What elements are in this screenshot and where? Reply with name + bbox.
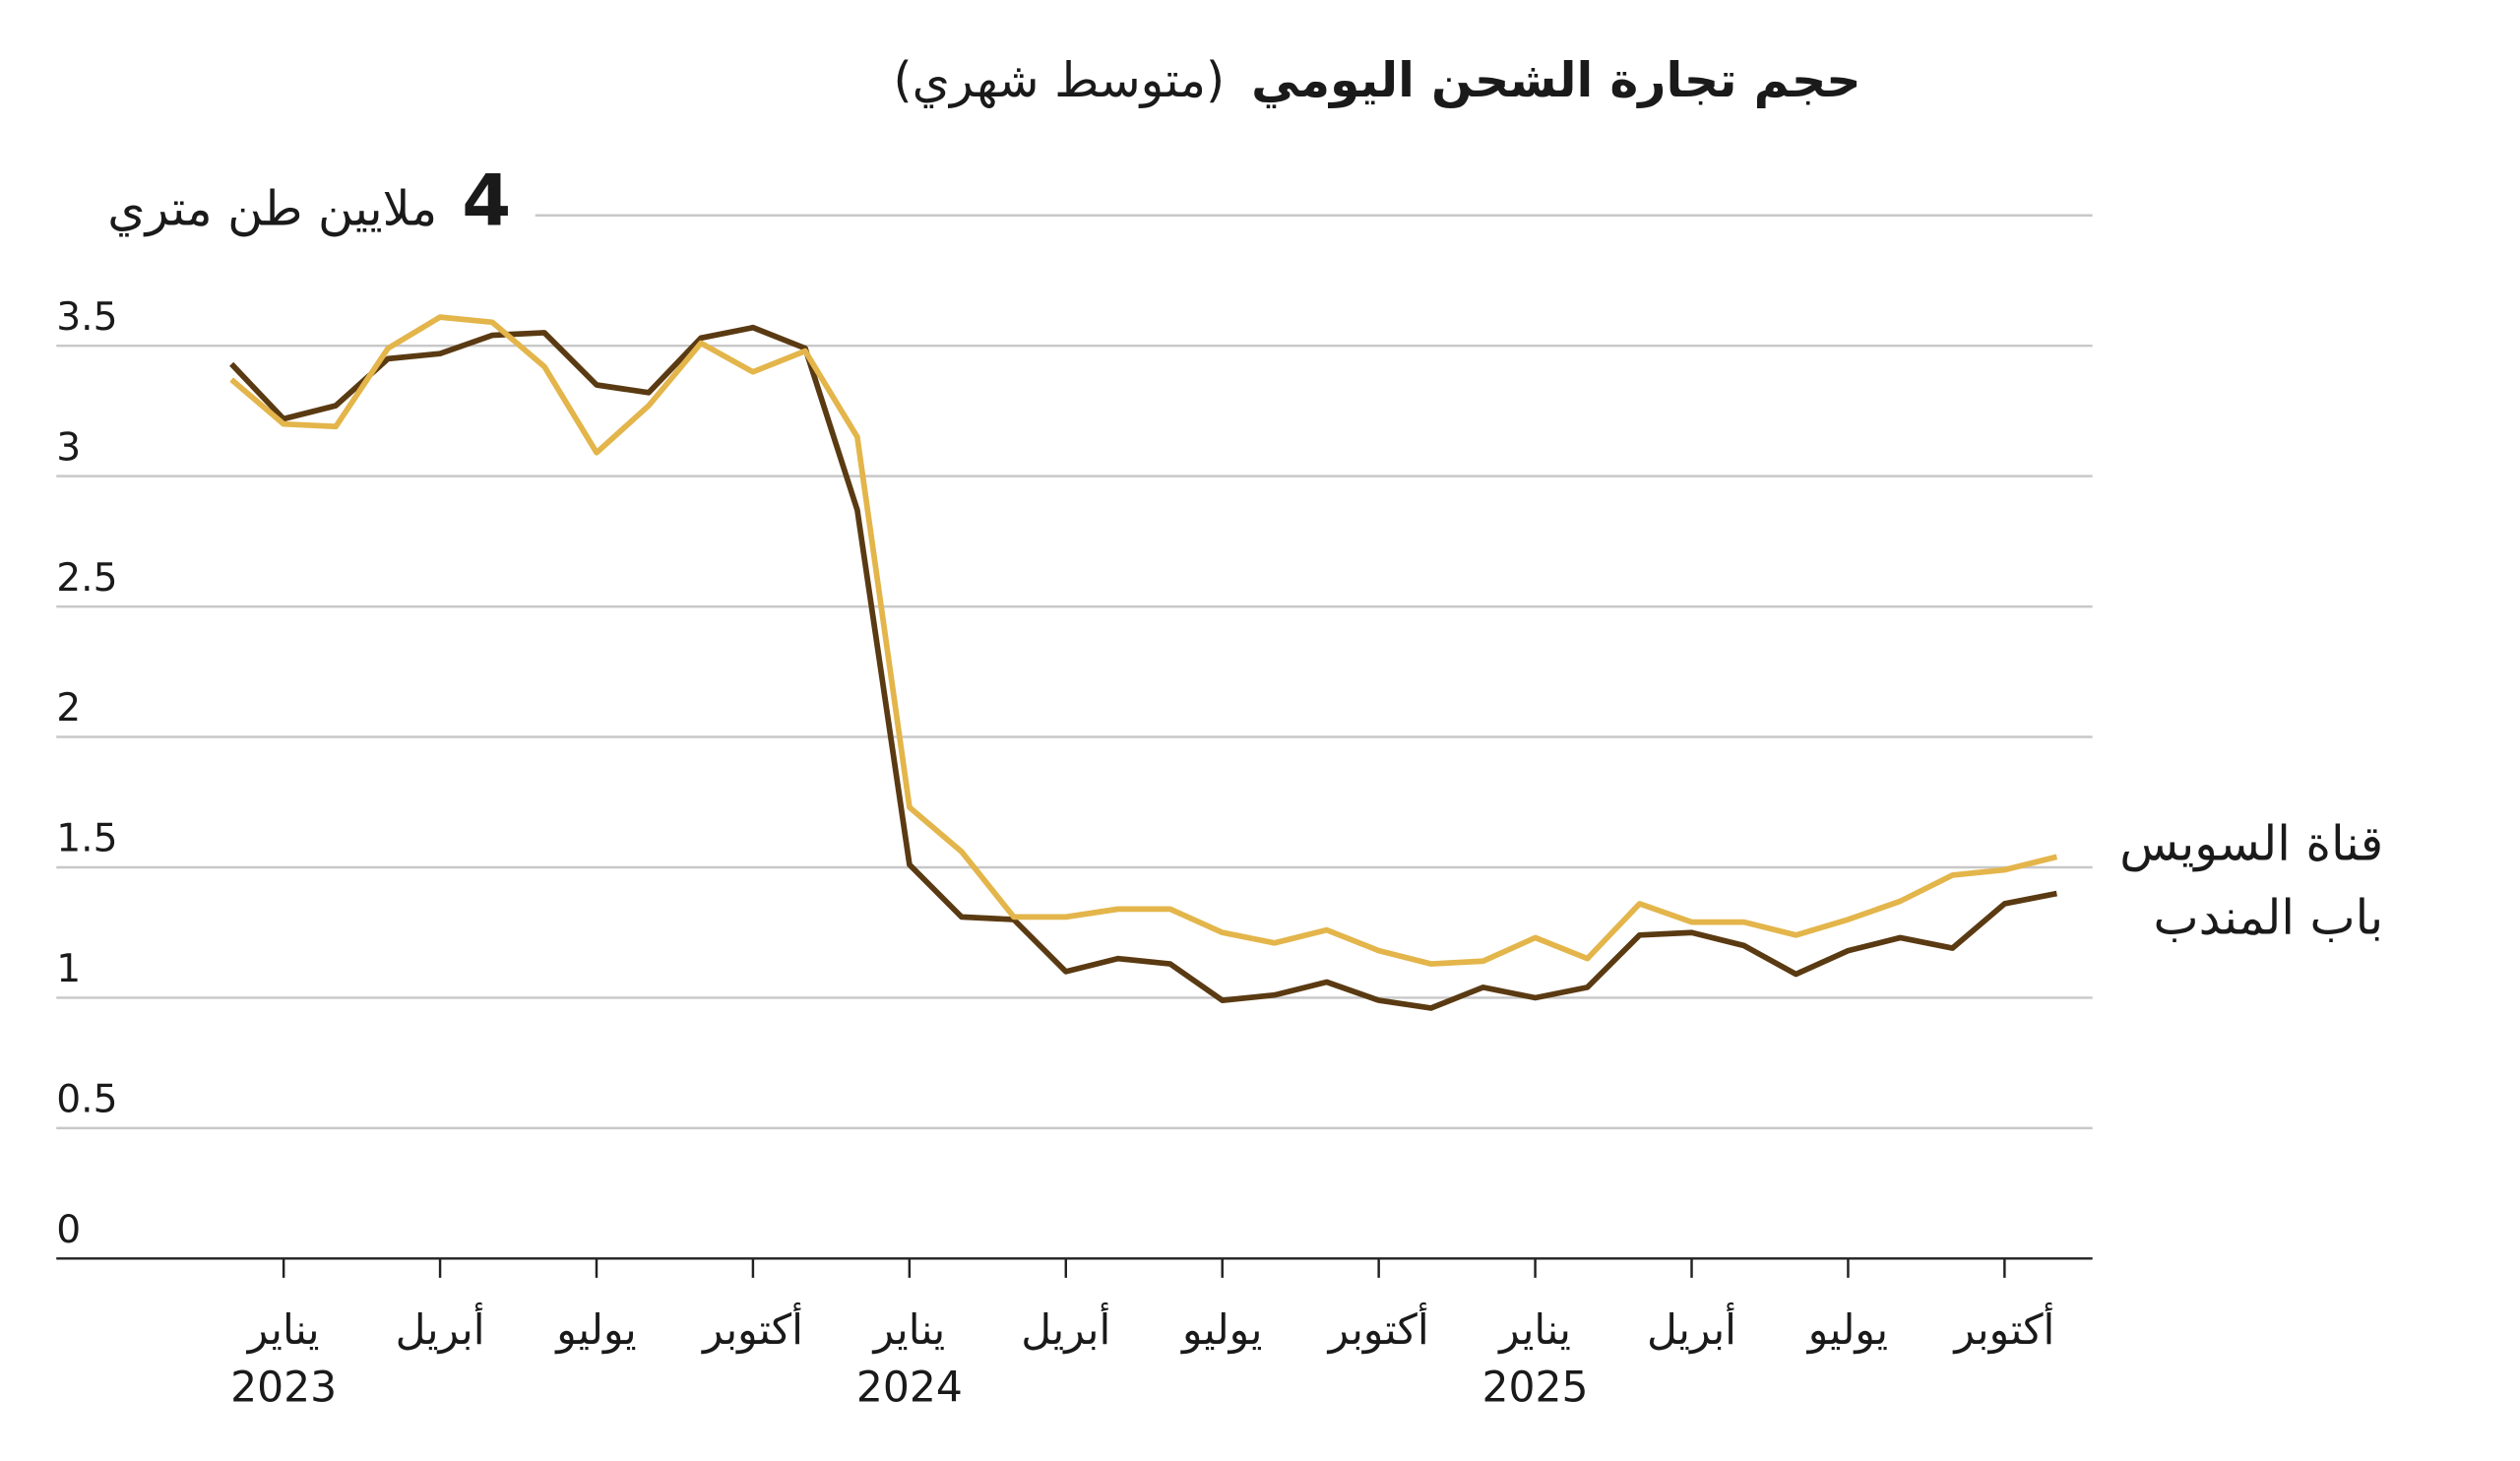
x-tick-label: أبريل	[396, 1302, 485, 1355]
y-tick-label: 0	[56, 1208, 81, 1252]
x-year-label: 2024	[856, 1365, 963, 1413]
x-tick-label: أبريل	[1647, 1302, 1736, 1355]
y-tick-label: 1.5	[56, 817, 117, 861]
y-unit: ملايين طن متري	[107, 181, 437, 237]
x-tick-label: يناير	[871, 1306, 945, 1355]
y-tick-label: 0.5	[56, 1078, 117, 1122]
y-tick-label: 3.5	[56, 295, 117, 340]
y-tick-label: 3	[56, 425, 81, 470]
chart-subtitle: (متوسط شهري)	[894, 52, 1226, 108]
chart-title: حجم تجارة الشحن اليومي	[1251, 52, 1860, 108]
x-tick-label: يوليو	[1180, 1306, 1262, 1355]
x-tick-label: يوليو	[1806, 1306, 1888, 1355]
y-tick-label: 2.5	[56, 556, 117, 601]
x-tick-label: أبريل	[1021, 1302, 1110, 1355]
x-tick-label: يناير	[246, 1306, 320, 1355]
legend-label: قناة السويس	[2119, 815, 2383, 871]
y-tick-label: 1	[56, 947, 81, 991]
x-tick-label: يوليو	[554, 1306, 636, 1355]
x-tick-label: أكتوبر	[701, 1302, 803, 1355]
y-tick-label: 2	[56, 686, 81, 730]
legend-label: باب المندب	[2154, 890, 2384, 946]
x-year-label: 2023	[230, 1365, 337, 1413]
x-tick-label: يناير	[1497, 1306, 1571, 1355]
series-line	[229, 314, 2058, 967]
x-year-label: 2025	[1482, 1365, 1589, 1413]
x-tick-label: أكتوبر	[1327, 1302, 1429, 1355]
series-line	[229, 324, 2057, 1011]
y-tick-label: 4	[462, 159, 511, 242]
x-tick-label: أكتوبر	[1952, 1302, 2054, 1355]
